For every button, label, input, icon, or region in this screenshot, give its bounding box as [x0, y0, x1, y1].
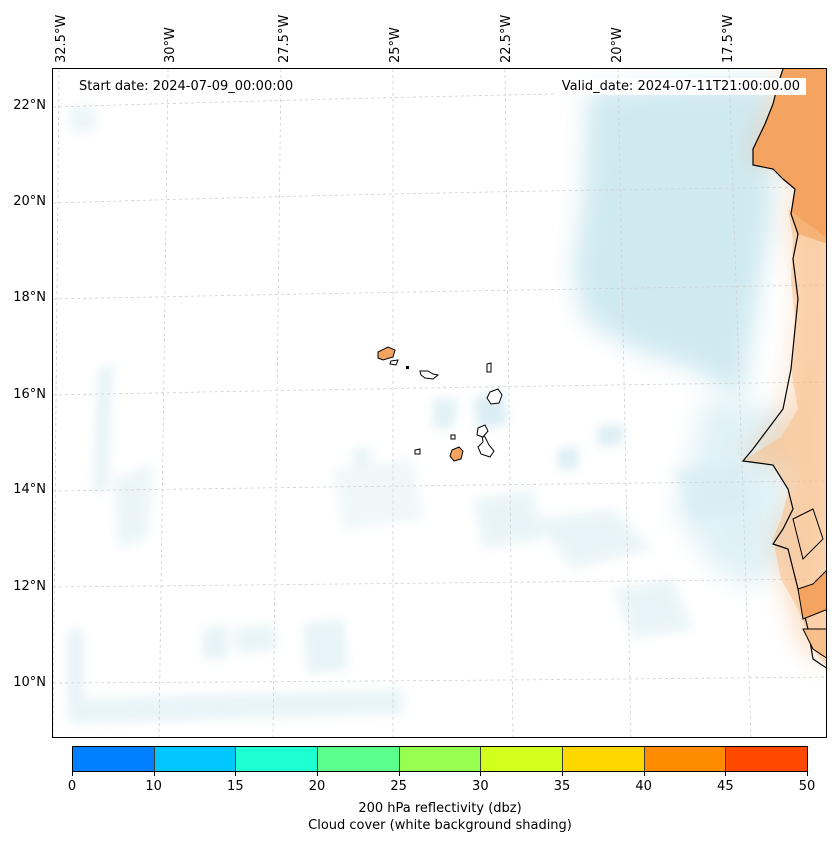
colorbar-tick [807, 772, 808, 776]
colorbar-tick [235, 772, 237, 776]
colorbar-tick [317, 772, 318, 776]
colorbar-tick-label: 30 [472, 779, 489, 794]
colorbar-tick-label: 10 [145, 779, 162, 794]
valid-date-label: Valid_date: 2024-07-11T21:00:00.00 [555, 78, 806, 95]
colorbar-label: 200 hPa reflectivity (dbz) [358, 801, 522, 816]
start-date-label: Start date: 2024-07-09_00:00:00 [73, 78, 300, 95]
longitude-label: 30°W [163, 27, 178, 63]
latitude-label: 14°N [13, 482, 46, 497]
colorbar-tick-label: 0 [67, 779, 77, 794]
colorbar-segment [563, 747, 645, 771]
colorbar-tick-label: 40 [635, 779, 652, 794]
colorbar-tick-label: 35 [553, 779, 571, 794]
map-canvas [53, 69, 826, 737]
latitude-label: 16°N [13, 387, 46, 402]
longitude-label: 22.5°W [499, 14, 514, 63]
colorbar-tick [562, 772, 563, 776]
colorbar-segment [73, 747, 155, 771]
colorbar-segment [318, 747, 400, 771]
colorbar-tick [643, 772, 645, 776]
colorbar-segment [644, 747, 727, 771]
latitude-label: 20°N [13, 194, 46, 209]
colorbar-tick-label: 20 [308, 779, 326, 794]
reflectivity-colorbar [72, 746, 808, 772]
colorbar-segment [399, 747, 482, 771]
longitude-label: 25°W [388, 27, 403, 63]
colorbar-tick-label: 50 [798, 779, 816, 794]
longitude-label: 20°W [610, 27, 625, 63]
colorbar-segment [726, 747, 808, 771]
colorbar-segment [481, 747, 564, 771]
colorbar-tick [72, 772, 73, 776]
colorbar-tick [725, 772, 727, 776]
colorbar-tick-label: 45 [717, 779, 734, 794]
colorbar-sublabel: Cloud cover (white background shading) [308, 818, 572, 833]
longitude-label: 17.5°W [721, 14, 736, 63]
latitude-label: 22°N [13, 98, 46, 113]
colorbar-tick-label: 25 [390, 779, 407, 794]
colorbar-segment [154, 747, 237, 771]
longitude-label: 27.5°W [277, 14, 292, 63]
colorbar-tick-label: 15 [227, 779, 244, 794]
latitude-label: 12°N [13, 579, 46, 594]
longitude-label: 32.5°W [54, 14, 69, 63]
cloud-cover-layer [68, 79, 793, 724]
map-panel[interactable]: Start date: 2024-07-09_00:00:00 Valid_da… [52, 68, 827, 738]
colorbar-tick [398, 772, 400, 776]
latitude-label: 10°N [13, 675, 46, 690]
cape-verde-islands [377, 346, 503, 462]
colorbar-tick [480, 772, 482, 776]
latitude-label: 18°N [13, 290, 46, 305]
mainland-africa [741, 69, 826, 669]
colorbar-segment [236, 747, 319, 771]
graticule [53, 69, 826, 737]
colorbar-tick [153, 772, 155, 776]
